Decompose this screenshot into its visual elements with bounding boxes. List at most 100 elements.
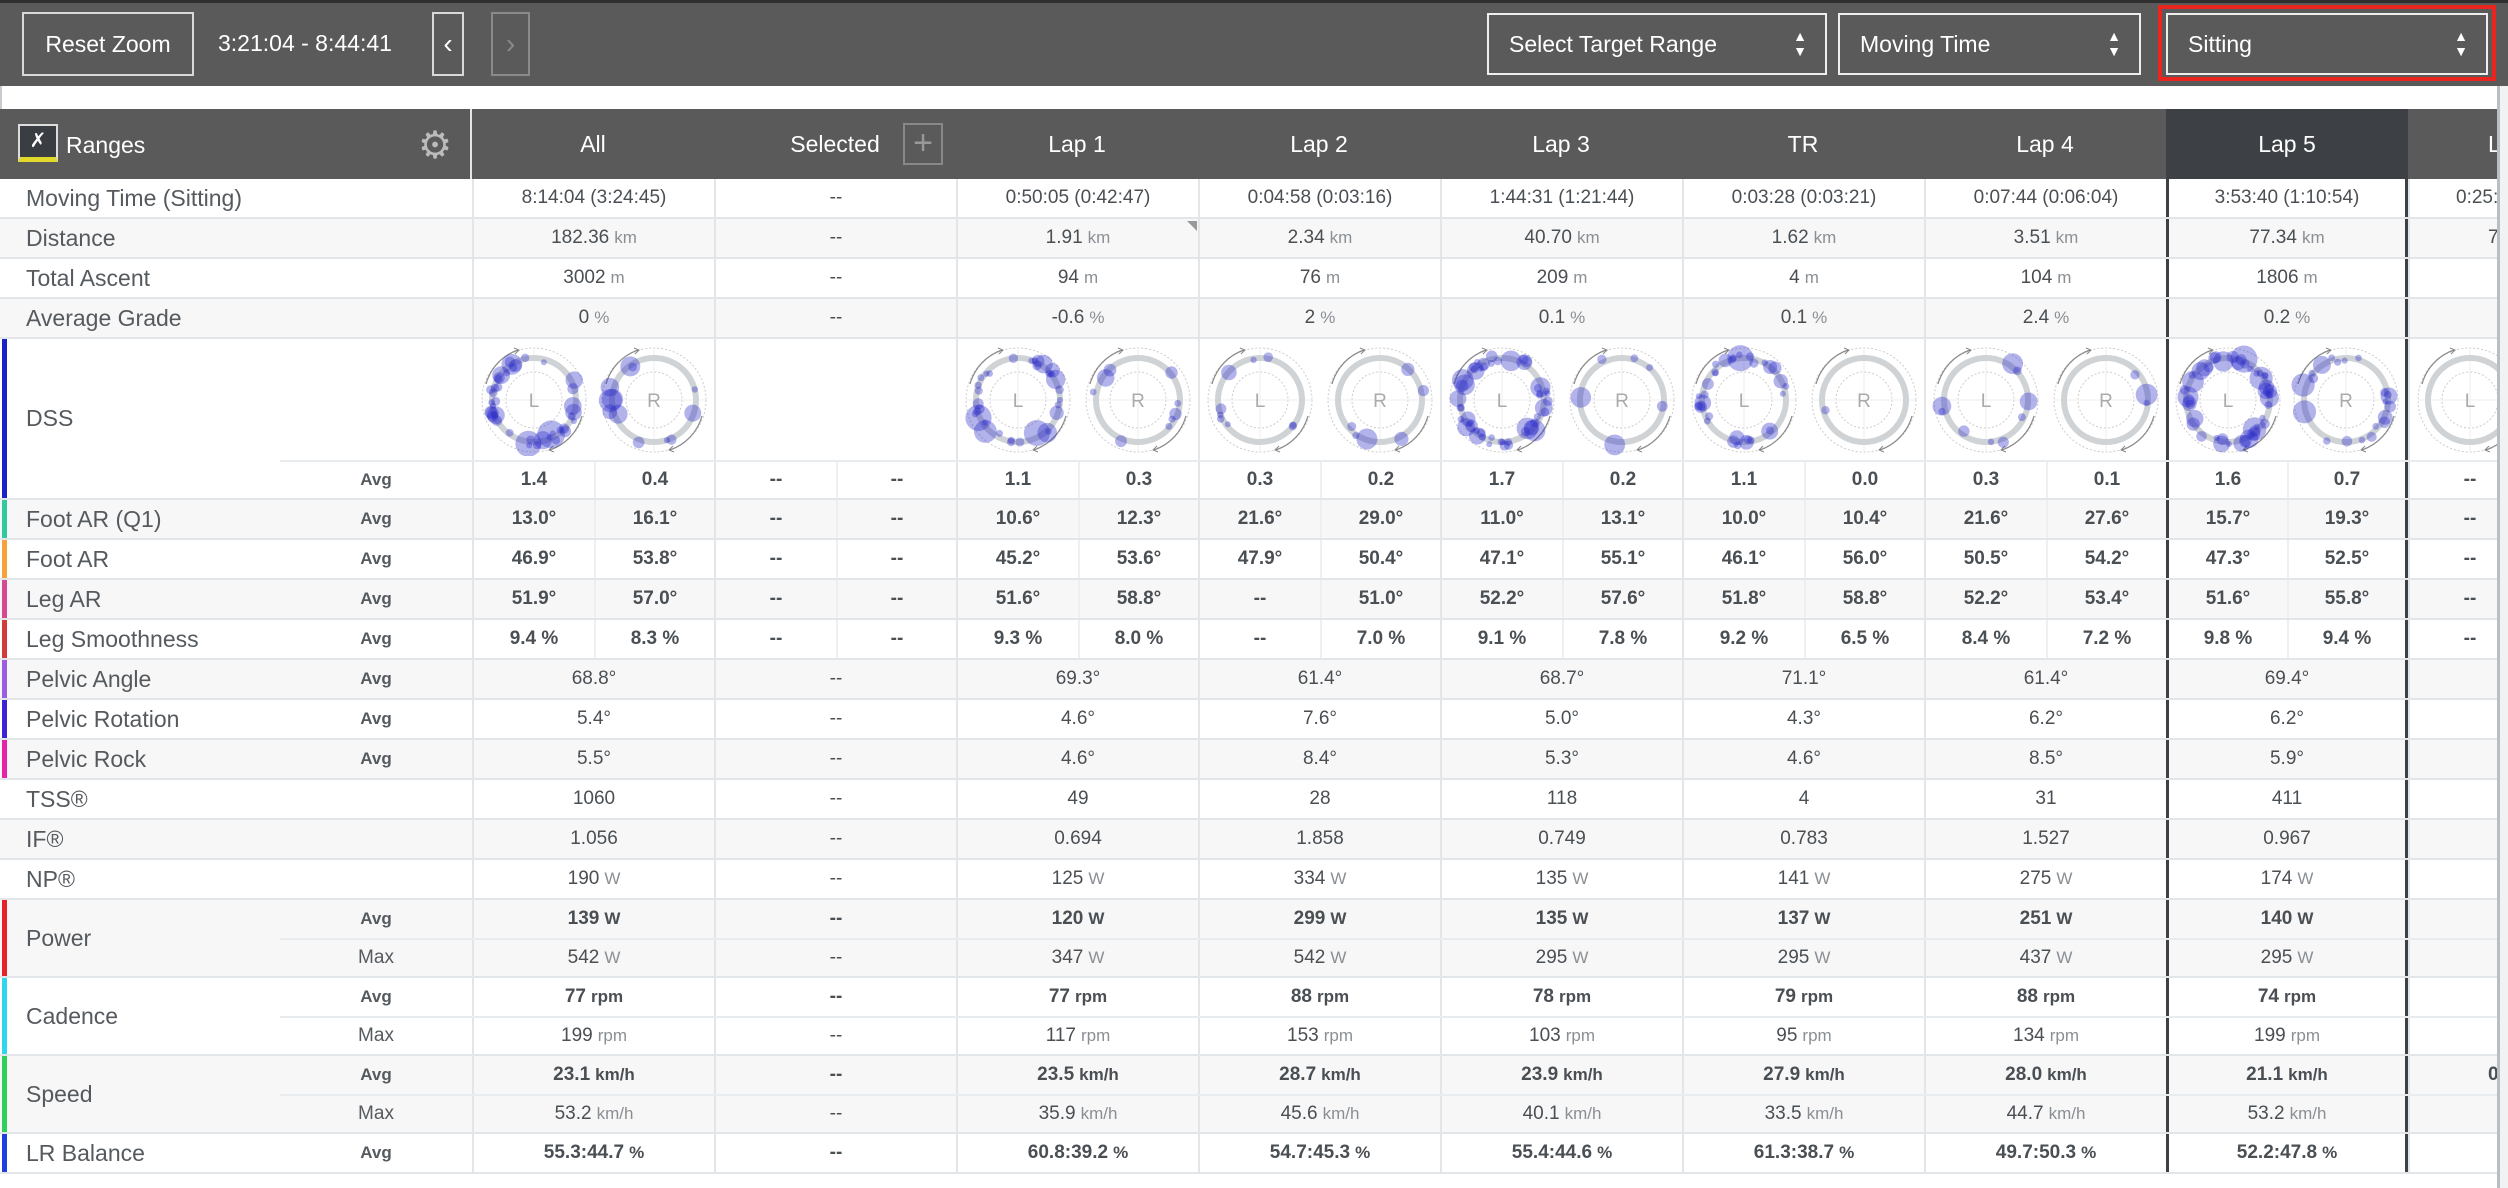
split-value: 51.9° <box>511 588 557 609</box>
value-cell: 52.2° 57.6° <box>1440 580 1682 618</box>
metric-label: Foot AR <box>0 540 280 578</box>
value-cell: 40.1 km/h <box>1440 1096 1682 1132</box>
metric-name: Foot AR <box>26 545 110 572</box>
value-cell: L <box>2408 339 2497 460</box>
value: -- <box>829 187 843 208</box>
unit: km/h <box>2289 1104 2327 1123</box>
dss-polar-plot: L <box>2175 345 2281 452</box>
sub-label <box>280 820 472 858</box>
value: 5.9° <box>2269 748 2304 769</box>
value: 0.694 <box>1054 828 1102 849</box>
column-header-lap-2[interactable]: Lap 2 <box>1198 109 1440 179</box>
value-cell: 23.1 km/h <box>472 1056 714 1094</box>
value: 77.34 <box>2249 227 2297 248</box>
unit: W <box>1088 948 1105 967</box>
value-cell: 5.0° <box>1440 700 1682 738</box>
metric-row-total-ascent: Total Ascent 3002 m -- 94 m 76 m 209 m 4 m 104 m 1806 m <box>0 259 2497 299</box>
value: 118 <box>1546 788 1578 809</box>
time-type-select[interactable]: Moving Time ▲ ▼ <box>1838 13 2141 75</box>
metric-name: Cadence <box>26 1002 119 1029</box>
value-cell: 0 <box>2408 1056 2497 1094</box>
column-header-label: All <box>580 130 606 157</box>
metric-values: Avg 139 W -- 120 W 299 W 135 W 137 W 251 W 140 W Max 542 W… <box>280 900 2497 976</box>
column-header-lap-5[interactable]: Lap 5 <box>2166 109 2408 179</box>
split-value: -- <box>2463 508 2477 529</box>
split-value: 1.6 <box>2214 469 2242 490</box>
value-cell: 77.34 km <box>2166 219 2408 257</box>
column-header-selected[interactable]: Selected + <box>714 109 956 179</box>
metric-name: Speed <box>26 1080 93 1107</box>
value: 49 <box>1067 788 1089 809</box>
svg-text:L: L <box>1255 391 1266 412</box>
metric-label: Power <box>0 900 280 976</box>
value: 1060 <box>572 788 616 809</box>
svg-text:L: L <box>529 391 540 412</box>
value-cell: 1.62 km <box>1682 219 1924 257</box>
reset-zoom-button[interactable]: Reset Zoom <box>22 12 194 76</box>
column-header-all[interactable]: All <box>472 109 714 179</box>
sub-label: Avg <box>360 549 392 568</box>
value-cell: 47.1° 55.1° <box>1440 540 1682 578</box>
column-header-lap-3[interactable]: Lap 3 <box>1440 109 1682 179</box>
metric-label: Leg AR <box>0 580 280 618</box>
dss-polar-plot: L <box>1932 347 2039 452</box>
column-header-tr[interactable]: TR <box>1682 109 1924 179</box>
position-select[interactable]: Sitting ▲ ▼ <box>2166 13 2488 75</box>
split-value: 0.3 <box>1078 462 1198 498</box>
column-header-lap-4[interactable]: Lap 4 <box>1924 109 2166 179</box>
column-header-l[interactable]: L <box>2408 109 2508 179</box>
unit: km/h <box>1806 1104 1844 1123</box>
split-value: 56.0° <box>1804 540 1924 578</box>
chevron-left-icon[interactable]: ‹ <box>432 12 464 76</box>
value-cell: 10.0° 10.4° <box>1682 500 1924 538</box>
value: 0:03:28 (0:03:21) <box>1731 187 1877 208</box>
split-value: 0.0 <box>1804 462 1924 498</box>
value: 53.2 <box>554 1103 592 1124</box>
unit: km <box>2055 228 2079 247</box>
metric-values: 1.056 -- 0.694 1.858 0.749 0.783 1.527 0.967 <box>280 820 2497 858</box>
unit: rpm <box>1802 1026 1832 1045</box>
add-range-icon[interactable]: + <box>903 123 943 165</box>
value-cell: 0.3 0.1 <box>1924 462 2166 498</box>
value-cell: 76 m <box>1198 259 1440 297</box>
value-cell: 135 W <box>1440 900 1682 938</box>
sub-row: Avg 46.9° 53.8° -- -- 45.2° 53.6° 47.9° 50.4° 47.… <box>280 540 2497 578</box>
split-value: 52.2° <box>1479 588 1525 609</box>
metric-label: Pelvic Rock <box>0 740 280 778</box>
value-cell: 0:25:4 <box>2408 179 2497 217</box>
unit: % <box>1570 308 1586 327</box>
value-cell: -- <box>714 740 956 778</box>
sub-row: Avg 5.5° -- 4.6° 8.4° 5.3° 4.6° 8.5° 5.9° <box>280 740 2497 778</box>
value-cell <box>2408 978 2497 1016</box>
pin-icon[interactable]: ✗ <box>18 124 58 162</box>
column-header-lap-1[interactable]: Lap 1 <box>956 109 1198 179</box>
value-cell: 68.7° <box>1440 660 1682 698</box>
scrollbar[interactable] <box>2497 86 2508 1188</box>
value-cell: 15.7° 19.3° <box>2166 500 2408 538</box>
sub-label <box>280 339 472 460</box>
dss-polar-plot: R <box>2053 347 2159 452</box>
metric-label: Average Grade <box>0 299 280 337</box>
target-range-select[interactable]: Select Target Range ▲ ▼ <box>1487 13 1827 75</box>
target-range-value: Select Target Range <box>1509 30 1717 57</box>
value-cell: 9.3 % 8.0 % <box>956 620 1198 658</box>
value-cell: 2.4% <box>1924 299 2166 337</box>
value-cell: 28.7 km/h <box>1198 1056 1440 1094</box>
value-cell: 27.9 km/h <box>1682 1056 1924 1094</box>
value: 411 <box>2271 788 2303 809</box>
gear-icon[interactable]: ⚙ <box>418 125 453 167</box>
value-cell: 51.6° 58.8° <box>956 580 1198 618</box>
chevron-right-icon[interactable]: › <box>491 12 530 76</box>
unit: rpm <box>591 987 624 1006</box>
metric-label: Leg Smoothness <box>0 620 280 658</box>
value-cell: 9.1 % 7.8 % <box>1440 620 1682 658</box>
value-cell: 0.967 <box>2166 820 2408 858</box>
value-cell: 61.4° <box>1198 660 1440 698</box>
split-value: 57.0° <box>594 580 714 618</box>
unit: % <box>1839 1143 1855 1162</box>
value-cell: 60.8:39.2% <box>956 1134 1198 1172</box>
value: 0:04:58 (0:03:16) <box>1247 187 1393 208</box>
value-cell: 0.783 <box>1682 820 1924 858</box>
unit: km <box>1576 228 1600 247</box>
